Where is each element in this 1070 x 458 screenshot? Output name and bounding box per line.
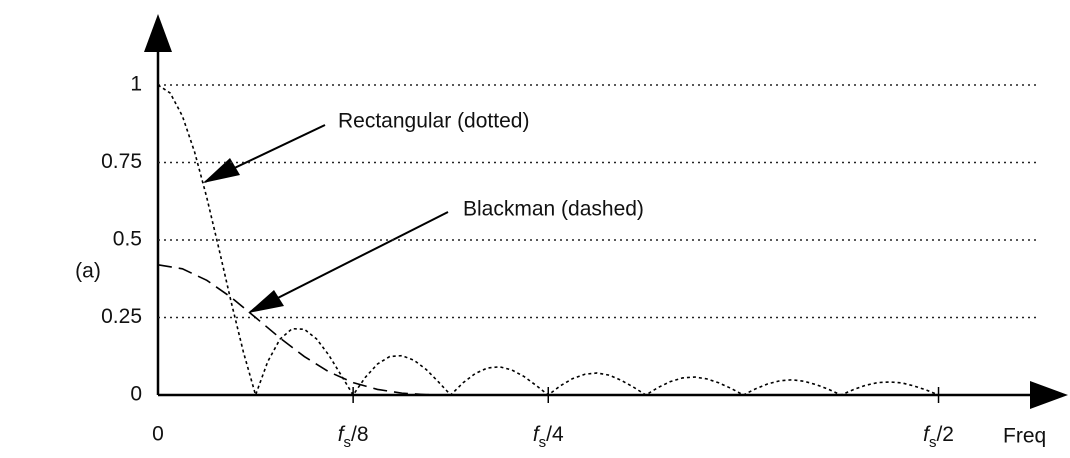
series-line xyxy=(157,264,939,396)
x-tick-label: fs/4 xyxy=(533,423,564,451)
x-tick-label-part: /2 xyxy=(936,423,954,446)
y-tick-label: 0.5 xyxy=(113,228,142,251)
x-tick-label-part: f xyxy=(923,423,931,446)
y-tick-label: 0.75 xyxy=(101,150,142,173)
annotation-arrowhead xyxy=(203,158,240,183)
x-tick-label: fs/8 xyxy=(338,423,369,451)
x-axis-label: Freq xyxy=(1003,425,1046,448)
x-tick-label: 0 xyxy=(152,423,164,446)
annotation: Blackman (dashed) xyxy=(463,198,644,221)
y-axis-arrow xyxy=(144,14,172,52)
y-tick-label: 1 xyxy=(130,73,142,96)
x-tick-label-part: s xyxy=(344,434,352,451)
y-tick-label: 0.25 xyxy=(101,305,142,328)
x-tick-label-part: s xyxy=(929,434,937,451)
x-tick-label: fs/2 xyxy=(923,423,954,451)
x-tick-label-part: /8 xyxy=(351,423,369,446)
x-axis-arrow xyxy=(1030,381,1068,409)
panel-label: (a) xyxy=(75,260,101,283)
x-tick-label-part: f xyxy=(533,423,541,446)
x-tick-label-part: s xyxy=(539,434,547,451)
x-tick-label-part: f xyxy=(338,423,346,446)
annotation-arrowhead xyxy=(248,290,284,313)
annotation-arrow xyxy=(249,211,449,313)
y-tick-label: 0 xyxy=(130,383,142,406)
x-tick-label-part: /4 xyxy=(546,423,564,446)
annotation: Rectangular (dotted) xyxy=(338,110,529,133)
